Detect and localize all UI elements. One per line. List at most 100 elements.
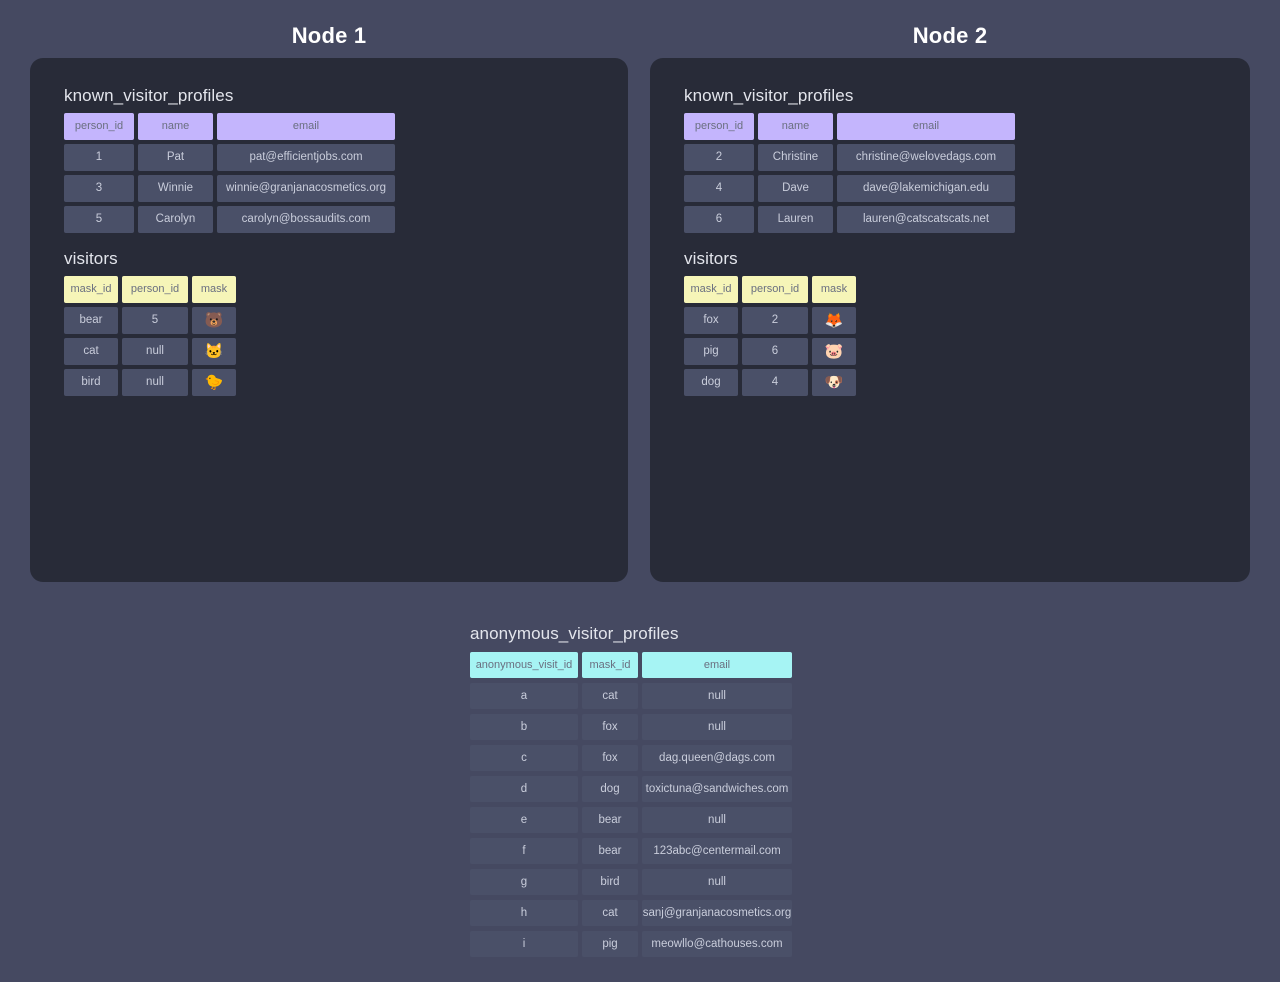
- cell-person-id: 2: [684, 144, 754, 171]
- table-body: person_id name email 2 Christine christi…: [684, 113, 1250, 233]
- cell-person-id: null: [122, 369, 188, 396]
- cell-name: Dave: [758, 175, 833, 202]
- column-header-email: email: [642, 652, 792, 678]
- table-header-row: person_id name email: [64, 113, 628, 140]
- cell-email: toxictuna@sandwiches.com: [642, 776, 792, 802]
- table-row: fox 2 🦊: [684, 307, 1250, 334]
- table-row: h cat sanj@granjanacosmetics.org: [470, 900, 810, 926]
- cell-name: Winnie: [138, 175, 213, 202]
- anonymous-visitor-profiles-section: anonymous_visitor_profiles anonymous_vis…: [470, 624, 810, 962]
- table-header-row: anonymous_visit_id mask_id email: [470, 652, 810, 678]
- column-header-mask: mask: [812, 276, 856, 303]
- cell-email: carolyn@bossaudits.com: [217, 206, 395, 233]
- table-title: visitors: [684, 249, 738, 268]
- dog-mask-icon: 🐶: [812, 369, 856, 396]
- cell-email: dave@lakemichigan.edu: [837, 175, 1015, 202]
- cell-person-id: 3: [64, 175, 134, 202]
- cell-mask-id: bear: [582, 838, 638, 864]
- cell-email: 123abc@centermail.com: [642, 838, 792, 864]
- cell-anonymous-visit-id: b: [470, 714, 578, 740]
- cell-person-id: 1: [64, 144, 134, 171]
- table-row: i pig meowllo@cathouses.com: [470, 931, 810, 957]
- table-row: 3 Winnie winnie@granjanacosmetics.org: [64, 175, 628, 202]
- table-row: g bird null: [470, 869, 810, 895]
- cell-email: sanj@granjanacosmetics.org: [642, 900, 792, 926]
- cell-email: dag.queen@dags.com: [642, 745, 792, 771]
- node-1-title: Node 1: [291, 23, 367, 48]
- table-row: dog 4 🐶: [684, 369, 1250, 396]
- cell-person-id: 2: [742, 307, 808, 334]
- table-row: 1 Pat pat@efficientjobs.com: [64, 144, 628, 171]
- cell-anonymous-visit-id: f: [470, 838, 578, 864]
- cell-email: null: [642, 807, 792, 833]
- cell-mask-id: fox: [684, 307, 738, 334]
- table-row: pig 6 🐷: [684, 338, 1250, 365]
- table-row: c fox dag.queen@dags.com: [470, 745, 810, 771]
- cell-name: Pat: [138, 144, 213, 171]
- cat-mask-icon: 🐱: [192, 338, 236, 365]
- cell-anonymous-visit-id: d: [470, 776, 578, 802]
- cell-email: null: [642, 869, 792, 895]
- cell-name: Lauren: [758, 206, 833, 233]
- cell-name: Carolyn: [138, 206, 213, 233]
- column-header-person-id: person_id: [64, 113, 134, 140]
- cell-email: null: [642, 683, 792, 709]
- table-row: bird null 🐤: [64, 369, 628, 396]
- node-2-title: Node 2: [912, 23, 988, 48]
- table-visitors-node1: visitors mask_id person_id mask bear 5 🐻…: [64, 249, 628, 396]
- table-visitors-node2: visitors mask_id person_id mask fox 2 🦊 …: [684, 249, 1250, 396]
- table-known-visitor-profiles-node1: known_visitor_profiles person_id name em…: [64, 86, 628, 233]
- cell-mask-id: bird: [64, 369, 118, 396]
- cell-mask-id: dog: [582, 776, 638, 802]
- cell-email: christine@welovedags.com: [837, 144, 1015, 171]
- cell-person-id: null: [122, 338, 188, 365]
- cell-person-id: 5: [64, 206, 134, 233]
- table-row: a cat null: [470, 683, 810, 709]
- table-body: mask_id person_id mask fox 2 🦊 pig 6 🐷 d…: [684, 276, 1250, 396]
- cell-mask-id: cat: [582, 900, 638, 926]
- column-header-mask-id: mask_id: [684, 276, 738, 303]
- table-title: anonymous_visitor_profiles: [470, 624, 679, 643]
- table-row: b fox null: [470, 714, 810, 740]
- column-header-mask-id: mask_id: [64, 276, 118, 303]
- cell-mask-id: cat: [582, 683, 638, 709]
- column-header-person-id: person_id: [122, 276, 188, 303]
- table-row: 2 Christine christine@welovedags.com: [684, 144, 1250, 171]
- node-1-card: known_visitor_profiles person_id name em…: [30, 58, 628, 582]
- cell-mask-id: bear: [64, 307, 118, 334]
- column-header-name: name: [758, 113, 833, 140]
- cell-anonymous-visit-id: g: [470, 869, 578, 895]
- bear-mask-icon: 🐻: [192, 307, 236, 334]
- table-row: e bear null: [470, 807, 810, 833]
- cell-email: meowllo@cathouses.com: [642, 931, 792, 957]
- bird-mask-icon: 🐤: [192, 369, 236, 396]
- table-row: 6 Lauren lauren@catscatscats.net: [684, 206, 1250, 233]
- cell-person-id: 4: [684, 175, 754, 202]
- cell-mask-id: pig: [582, 931, 638, 957]
- cell-email: pat@efficientjobs.com: [217, 144, 395, 171]
- table-header-row: mask_id person_id mask: [64, 276, 628, 303]
- column-header-mask-id: mask_id: [582, 652, 638, 678]
- cell-anonymous-visit-id: e: [470, 807, 578, 833]
- table-known-visitor-profiles-node2: known_visitor_profiles person_id name em…: [684, 86, 1250, 233]
- table-row: d dog toxictuna@sandwiches.com: [470, 776, 810, 802]
- pig-mask-icon: 🐷: [812, 338, 856, 365]
- column-header-person-id: person_id: [742, 276, 808, 303]
- table-header-row: person_id name email: [684, 113, 1250, 140]
- cell-person-id: 4: [742, 369, 808, 396]
- cell-anonymous-visit-id: h: [470, 900, 578, 926]
- column-header-email: email: [217, 113, 395, 140]
- fox-mask-icon: 🦊: [812, 307, 856, 334]
- table-title: known_visitor_profiles: [64, 86, 234, 105]
- cell-mask-id: bird: [582, 869, 638, 895]
- column-header-anonymous-visit-id: anonymous_visit_id: [470, 652, 578, 678]
- cell-mask-id: pig: [684, 338, 738, 365]
- table-header-row: mask_id person_id mask: [684, 276, 1250, 303]
- column-header-name: name: [138, 113, 213, 140]
- column-header-person-id: person_id: [684, 113, 754, 140]
- cell-mask-id: cat: [64, 338, 118, 365]
- table-body: mask_id person_id mask bear 5 🐻 cat null…: [64, 276, 628, 396]
- cell-anonymous-visit-id: a: [470, 683, 578, 709]
- table-row: cat null 🐱: [64, 338, 628, 365]
- cell-anonymous-visit-id: c: [470, 745, 578, 771]
